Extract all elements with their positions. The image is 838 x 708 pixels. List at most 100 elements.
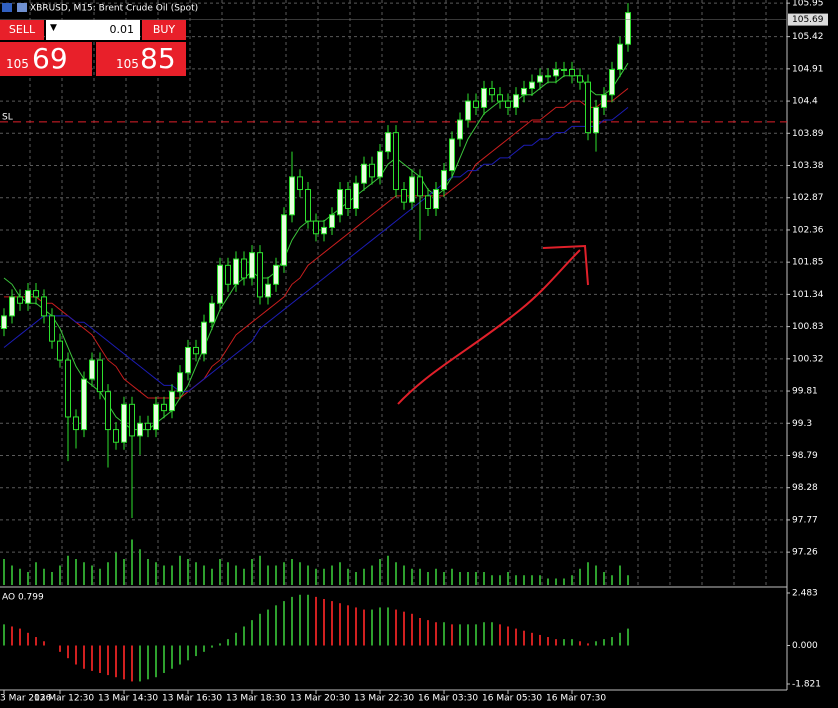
candle-body: [297, 176, 303, 191]
x-tick-label: 16 Mar 03:30: [418, 694, 478, 704]
y-tick-label: 104.4: [792, 97, 818, 107]
y-tick-label: 105.42: [792, 32, 824, 42]
buy-price-big: 105: [116, 57, 139, 71]
candle-body: [281, 214, 287, 266]
candle-body: [489, 87, 495, 96]
candle-body: [73, 416, 79, 431]
trade-panel: SELL ▼ 0.01 BUY 105 69 105 85: [0, 20, 186, 76]
candle-body: [457, 119, 463, 140]
candle-body: [481, 87, 487, 108]
candle-body: [449, 138, 455, 172]
candle-body: [417, 176, 423, 197]
candle-body: [9, 296, 15, 317]
candle-body: [41, 296, 47, 317]
candle-body: [433, 189, 439, 209]
y-tick-label: 101.34: [792, 290, 824, 300]
x-tick-label: 16 Mar 05:30: [482, 694, 542, 704]
candle-body: [353, 182, 359, 209]
candle-body: [25, 290, 31, 304]
candle-body: [409, 176, 415, 203]
candle-body: [529, 81, 535, 89]
current-price-label: 105.69: [792, 15, 824, 25]
candle-body: [57, 340, 63, 361]
x-tick-label: 13 Mar 16:30: [162, 694, 222, 704]
candle-body: [369, 163, 375, 178]
buy-button[interactable]: BUY: [142, 20, 186, 40]
candle-body: [537, 75, 543, 83]
candle-body: [321, 226, 327, 235]
candle-body: [225, 264, 231, 285]
chart-title: XBRUSD, M15: Brent Crude Oil (Spot): [30, 4, 198, 14]
candle-body: [217, 264, 223, 304]
candle-body: [265, 283, 271, 298]
annotation-arrow: [397, 249, 581, 405]
annotation-arrowhead: [542, 244, 589, 286]
candle-body: [601, 94, 607, 108]
current-price-box: [788, 13, 828, 26]
candle-body: [473, 100, 479, 108]
y-tick-label: 100.83: [792, 322, 824, 332]
candle-body: [273, 264, 279, 285]
candle-body: [553, 68, 559, 77]
candle-body: [345, 189, 351, 209]
candle-body: [209, 302, 215, 323]
candle-body: [361, 163, 367, 184]
candle-body: [49, 315, 55, 342]
candle-body: [385, 132, 391, 153]
candle-body: [585, 81, 591, 134]
sl-label: SL: [2, 112, 13, 122]
candle-body: [121, 403, 127, 443]
grid: [0, 0, 787, 587]
lot-dropdown[interactable]: ▼: [50, 23, 57, 33]
candle-body: [313, 220, 319, 235]
candle-body: [105, 391, 111, 431]
x-tick-label: 16 Mar 07:30: [546, 694, 606, 704]
sell-price[interactable]: 105 69: [0, 42, 92, 76]
x-tick-label: 13 Mar 12:30: [34, 694, 94, 704]
candle-body: [81, 378, 87, 431]
y-tick-label: 104.91: [792, 64, 824, 74]
y-tick-label: 105.95: [792, 0, 824, 9]
candle-body: [609, 68, 615, 96]
y-tick-label: 98.79: [792, 451, 818, 461]
lot-field[interactable]: ▼ 0.01: [46, 20, 140, 40]
ma-line: [3, 107, 629, 393]
candle-body: [465, 100, 471, 121]
candle-body: [577, 75, 583, 83]
candle-body: [513, 94, 519, 108]
candle-body: [129, 403, 135, 437]
chart-icon: [17, 3, 27, 12]
y-tick-label: 102.87: [792, 193, 824, 203]
y-tick-label: 103.89: [792, 129, 824, 139]
lot-value: 0.01: [109, 23, 135, 36]
candle-body: [177, 372, 183, 393]
y-tick-label: 2.483: [792, 589, 818, 599]
candle-body: [545, 75, 551, 78]
candle-body: [625, 12, 631, 45]
candle-body: [425, 195, 431, 209]
candle-body: [1, 315, 7, 330]
candle-body: [65, 359, 71, 418]
candle-body: [257, 252, 263, 298]
candle-body: [617, 43, 623, 70]
x-tick-label: 13 Mar 20:30: [290, 694, 350, 704]
candle-body: [153, 403, 159, 431]
ao-label: AO 0.799: [2, 593, 44, 603]
y-tick-label: 100.32: [792, 354, 824, 364]
y-tick-label: -1.821: [792, 680, 821, 690]
candle-body: [145, 422, 151, 431]
y-tick-label: 103.38: [792, 161, 824, 171]
y-tick-label: 99.3: [792, 419, 812, 429]
buy-price[interactable]: 105 85: [96, 42, 186, 76]
candle-body: [89, 359, 95, 380]
x-tick-label: 13 Mar 22:30: [354, 694, 414, 704]
candle-body: [185, 346, 191, 374]
candle-body: [377, 151, 383, 178]
y-tick-label: 101.85: [792, 258, 824, 268]
y-tick-label: 98.28: [792, 483, 818, 493]
candle-body: [33, 290, 39, 298]
sell-button[interactable]: SELL: [0, 20, 44, 40]
candle-body: [505, 100, 511, 108]
